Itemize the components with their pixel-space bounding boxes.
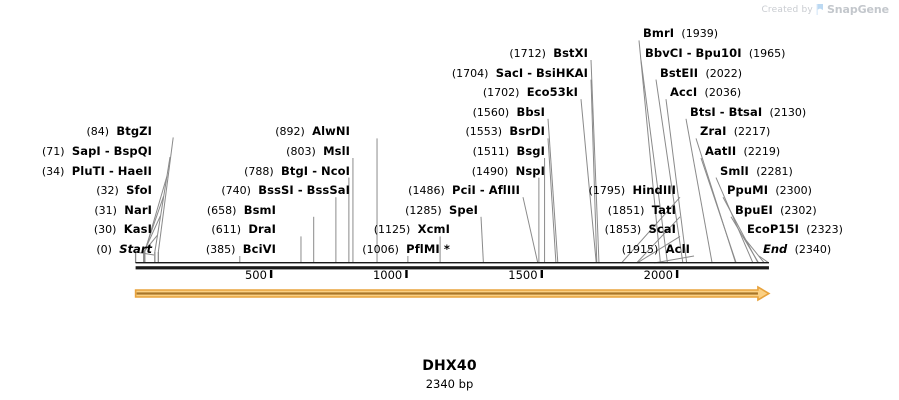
site-label-BmrI[interactable]: BmrI (1939) bbox=[643, 26, 718, 41]
ruler-tick-label-2000: 2000 bbox=[644, 268, 673, 282]
site-label-BtgZI[interactable]: (84) BtgZI bbox=[86, 124, 152, 139]
ruler-tick-label-1500: 1500 bbox=[508, 268, 537, 282]
site-label-HindIII[interactable]: (1795) HindIII bbox=[588, 183, 676, 198]
site-label-PciI[interactable]: (1486) PciI - AflIII bbox=[408, 183, 520, 198]
site-label-BpuEI[interactable]: BpuEI (2302) bbox=[735, 202, 817, 217]
site-label-BsgI[interactable]: (1511) BsgI bbox=[472, 144, 545, 158]
site-label-DraI[interactable]: (611) DraI bbox=[211, 222, 276, 237]
sequence-backbone bbox=[135, 262, 769, 270]
site-label-TatI[interactable]: (1851) TatI bbox=[607, 202, 676, 217]
orf-arrow bbox=[134, 285, 771, 302]
site-label-PflMI *[interactable]: (1006) PflMI * bbox=[362, 242, 450, 256]
site-label-MslI[interactable]: (803) MslI bbox=[286, 144, 350, 158]
site-label-SacI[interactable]: (1704) SacI - BsiHKAI bbox=[451, 65, 588, 80]
site-label-SfoI[interactable]: (32) SfoI bbox=[96, 183, 152, 198]
site-label-BssSI[interactable]: (740) BssSI - BssSaI bbox=[221, 183, 350, 198]
figure-caption: DHX40 2340 bp bbox=[0, 358, 899, 391]
site-label-AccI[interactable]: AccI (2036) bbox=[670, 85, 742, 100]
site-label-BciVI[interactable]: (385) BciVI bbox=[205, 242, 276, 256]
watermark-prefix: Created by bbox=[761, 4, 813, 15]
leader-lines bbox=[134, 40, 770, 264]
site-label-BstEII[interactable]: BstEII (2022) bbox=[660, 65, 743, 80]
site-label-ZraI[interactable]: ZraI (2217) bbox=[700, 124, 771, 139]
site-label-EcoP15I[interactable]: EcoP15I (2323) bbox=[747, 222, 843, 237]
site-label-AatII[interactable]: AatII (2219) bbox=[705, 144, 781, 158]
snapgene-watermark: Created by SnapGene bbox=[761, 3, 889, 16]
site-label-BsrDI[interactable]: (1553) BsrDI bbox=[465, 124, 545, 139]
site-label-End[interactable]: End (2340) bbox=[763, 242, 832, 256]
site-label-SmlI[interactable]: SmlI (2281) bbox=[720, 163, 793, 178]
ruler-tick-label-1000: 1000 bbox=[373, 268, 402, 282]
snapgene-flag-icon bbox=[816, 4, 824, 15]
site-label-PpuMI[interactable]: PpuMI (2300) bbox=[727, 183, 812, 198]
site-label-Eco53kI[interactable]: (1702) Eco53kI bbox=[482, 85, 578, 100]
site-label-BstXI[interactable]: (1712) BstXI bbox=[509, 46, 588, 60]
site-label-Start[interactable]: (0) Start bbox=[96, 242, 152, 256]
site-label-NspI[interactable]: (1490) NspI bbox=[471, 163, 545, 178]
site-label-SpeI[interactable]: (1285) SpeI bbox=[405, 202, 478, 217]
site-label-BtgI[interactable]: (788) BtgI - NcoI bbox=[244, 163, 350, 178]
site-label-KasI[interactable]: (30) KasI bbox=[93, 222, 152, 237]
watermark-brand: SnapGene bbox=[826, 3, 889, 16]
ruler-ticks: 500 1000 1500 2000 bbox=[245, 268, 679, 282]
site-label-AlwNI[interactable]: (892) AlwNI bbox=[275, 124, 350, 139]
site-label-ScaI[interactable]: (1853) ScaI bbox=[604, 222, 676, 237]
site-label-AclI[interactable]: (1915) AclI bbox=[621, 242, 690, 256]
site-label-SapI[interactable]: (71) SapI - BspQI bbox=[41, 144, 152, 158]
site-label-BbsI[interactable]: (1560) BbsI bbox=[472, 104, 545, 119]
site-label-BbvCI[interactable]: BbvCI - Bpu10I (1965) bbox=[645, 46, 786, 60]
site-label-PluTI[interactable]: (34) PluTI - HaeII bbox=[41, 163, 152, 178]
site-label-NarI[interactable]: (31) NarI bbox=[94, 202, 152, 217]
sequence-length: 2340 bp bbox=[425, 377, 474, 391]
site-label-BtsI[interactable]: BtsI - BtsaI (2130) bbox=[690, 104, 807, 119]
sequence-name: DHX40 bbox=[422, 358, 477, 374]
site-label-XcmI[interactable]: (1125) XcmI bbox=[373, 222, 450, 237]
site-label-BsmI[interactable]: (658) BsmI bbox=[206, 202, 276, 217]
ruler-tick-label-500: 500 bbox=[245, 268, 267, 282]
